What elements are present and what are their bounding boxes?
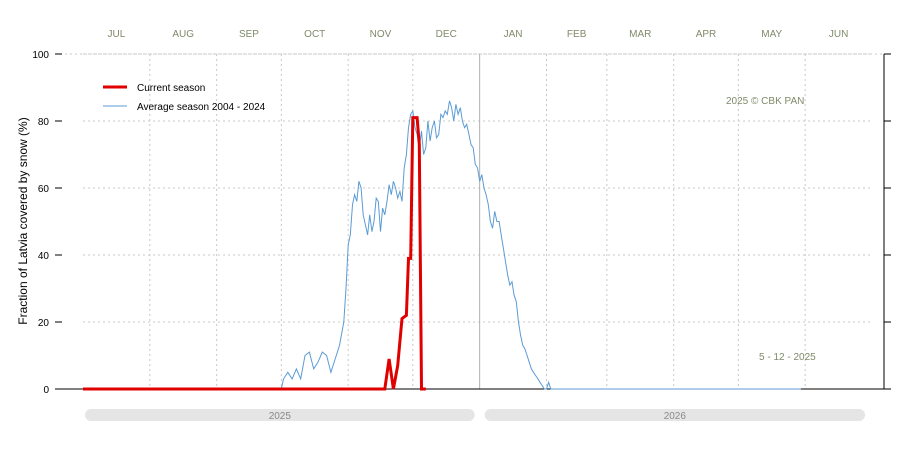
grid [83,53,872,389]
month-label: AUG [172,29,194,40]
series-group [83,100,801,391]
legend-label-current: Current season [137,83,205,94]
month-label: MAR [629,29,651,40]
year-label: 2025 [269,411,292,422]
month-label: APR [696,29,717,40]
copyright-annotation: 2025 © CBK PAN [726,96,804,107]
y-tick-labels: 0 20 40 60 80 100 [32,50,49,396]
month-labels: JUL AUG SEP OCT NOV DEC JAN FEB MAR APR MAY JUN [108,29,849,40]
month-label: OCT [304,29,325,40]
month-label: MAY [761,29,782,40]
y-tick-label: 60 [38,184,50,195]
month-label: JUL [108,29,126,40]
legend-label-average: Average season 2004 - 2024 [137,102,266,113]
year-bars: 2025 2026 [85,409,865,422]
year-label: 2026 [664,411,687,422]
date-annotation: 5 - 12 - 2025 [759,352,816,363]
month-label: FEB [567,29,587,40]
y-axis-label: Fraction of Latvia covered by snow (%) [16,117,30,324]
y-tick-label: 0 [43,385,49,396]
y-tick-label: 20 [38,318,50,329]
month-label: NOV [370,29,392,40]
month-label: JUN [829,29,848,40]
year-bar [484,409,865,421]
month-label: SEP [239,29,259,40]
year-bar [85,409,475,421]
month-label: JAN [504,29,523,40]
series-line-current [83,116,426,391]
series-line-average [83,100,801,390]
legend: Current season Average season 2004 - 202… [103,83,266,113]
y-tick-label: 40 [38,251,50,262]
y-tick-label: 100 [32,50,49,61]
y-tick-label: 80 [38,117,50,128]
month-label: DEC [436,29,457,40]
